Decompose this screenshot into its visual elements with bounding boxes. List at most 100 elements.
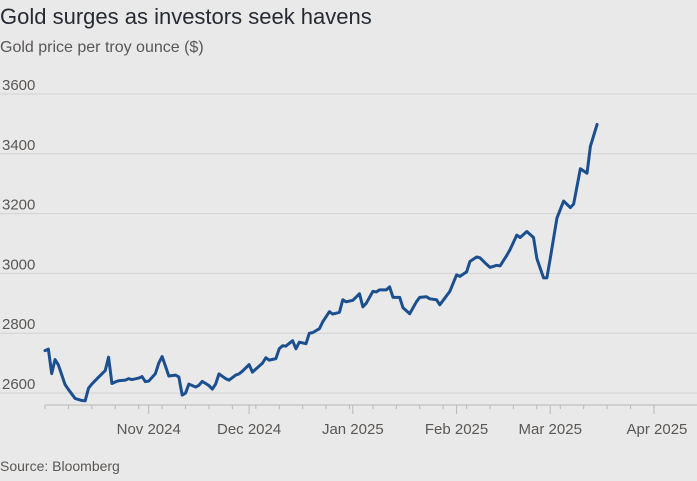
data-point xyxy=(589,145,592,148)
data-point xyxy=(247,363,251,366)
data-point xyxy=(43,349,47,352)
data-point xyxy=(371,290,375,293)
x-tick-label: Apr 2025 xyxy=(627,421,688,438)
data-point xyxy=(304,342,308,345)
data-point xyxy=(254,367,257,371)
data-point xyxy=(130,378,134,381)
data-point xyxy=(237,372,241,376)
data-point xyxy=(351,299,355,302)
data-point xyxy=(67,388,70,391)
data-point xyxy=(448,290,452,293)
data-point xyxy=(375,290,378,294)
data-point xyxy=(331,312,334,316)
data-point xyxy=(555,216,559,220)
x-tick-label: Dec 2024 xyxy=(217,421,281,438)
data-point xyxy=(217,372,221,376)
data-point xyxy=(157,361,160,365)
data-point xyxy=(438,303,442,306)
data-point xyxy=(251,370,254,374)
data-point xyxy=(428,297,431,301)
data-point xyxy=(361,305,365,309)
data-point xyxy=(365,302,368,305)
data-point xyxy=(401,306,405,309)
data-point xyxy=(187,382,191,386)
data-point xyxy=(201,380,204,383)
data-point xyxy=(475,255,478,259)
x-tick-label: Feb 2025 xyxy=(425,421,488,438)
y-tick-label: 3600 xyxy=(2,77,35,94)
data-point xyxy=(184,391,187,395)
data-point xyxy=(425,295,428,298)
data-point xyxy=(385,288,388,292)
data-point xyxy=(445,294,448,298)
data-point xyxy=(378,288,381,292)
data-point xyxy=(97,375,100,379)
data-point xyxy=(50,372,53,375)
y-tick-label: 2600 xyxy=(2,376,35,393)
data-point xyxy=(264,356,268,359)
data-point xyxy=(63,383,67,386)
data-point xyxy=(328,310,331,313)
data-point xyxy=(415,300,418,304)
data-point xyxy=(127,377,130,380)
data-point xyxy=(73,397,77,400)
data-point xyxy=(177,375,181,379)
data-point xyxy=(194,385,197,389)
data-point xyxy=(358,292,361,295)
chart-subtitle: Gold price per troy ounce ($) xyxy=(0,39,204,56)
data-point xyxy=(140,375,144,378)
data-point xyxy=(117,379,120,382)
data-point xyxy=(160,355,164,358)
data-point xyxy=(391,296,395,299)
data-point xyxy=(398,296,401,299)
data-point xyxy=(549,257,552,260)
x-tick-label: Jan 2025 xyxy=(322,421,384,438)
data-point xyxy=(281,344,284,347)
data-point xyxy=(318,327,321,330)
data-point xyxy=(341,298,344,301)
data-point xyxy=(344,300,348,304)
data-point xyxy=(174,373,177,377)
data-point xyxy=(57,363,60,367)
data-point xyxy=(595,123,599,126)
data-point xyxy=(207,384,211,387)
data-point xyxy=(167,374,170,378)
data-point xyxy=(518,236,522,239)
data-point xyxy=(408,312,411,315)
data-point xyxy=(455,273,458,277)
data-point xyxy=(104,369,107,372)
data-point xyxy=(465,270,468,274)
data-point xyxy=(435,298,438,301)
series-line-gold-price xyxy=(43,122,599,403)
data-point xyxy=(53,358,57,361)
data-point xyxy=(83,399,87,403)
data-point xyxy=(87,387,90,390)
data-point xyxy=(211,387,214,391)
data-point xyxy=(498,264,502,268)
y-tick-label: 3200 xyxy=(2,197,35,214)
data-point xyxy=(508,248,512,251)
data-point xyxy=(197,384,201,387)
y-tick-label: 3400 xyxy=(2,137,35,154)
data-point xyxy=(468,260,472,263)
data-point xyxy=(495,264,498,267)
data-point xyxy=(137,376,140,380)
data-point xyxy=(294,347,298,350)
y-axis: 2600 2800 3000 3200 3400 3600 xyxy=(2,77,35,393)
data-point xyxy=(545,276,549,280)
data-point xyxy=(532,236,535,239)
data-point xyxy=(80,399,84,402)
x-axis: Nov 2024 Dec 2024 Jan 2025 Feb 2025 Mar 2025… xyxy=(44,404,697,438)
chart-source: Source: Bloomberg xyxy=(0,458,120,474)
data-point xyxy=(308,332,311,335)
data-point xyxy=(47,347,50,351)
data-point xyxy=(267,358,271,362)
data-point xyxy=(154,372,157,375)
data-point xyxy=(485,263,488,266)
data-point xyxy=(107,355,110,359)
data-point xyxy=(278,347,281,350)
data-point xyxy=(478,256,482,260)
data-point xyxy=(542,276,545,280)
data-point xyxy=(488,266,492,269)
data-point xyxy=(569,206,572,209)
